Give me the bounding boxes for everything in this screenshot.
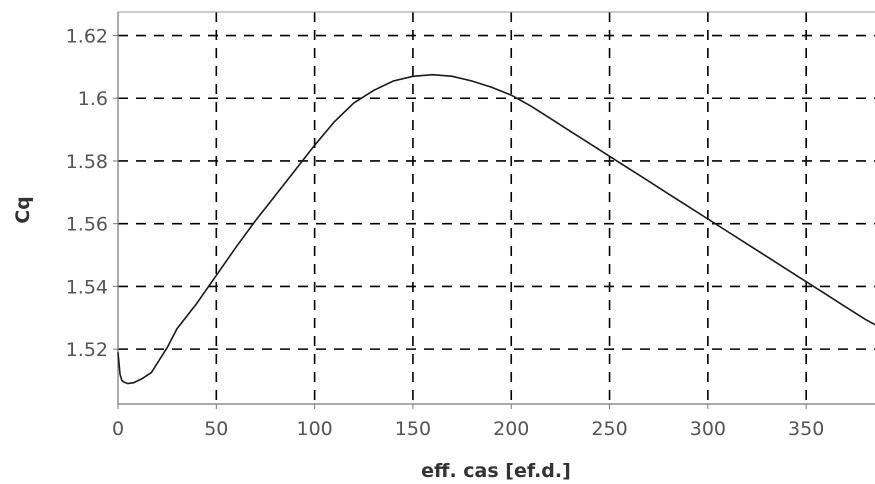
- x-tick-label-350: 350: [788, 418, 824, 440]
- y-tick-label-3: 1.58: [66, 151, 108, 173]
- x-axis-title: eff. cas [ef.d.]: [421, 460, 571, 482]
- plot-frame: [117, 11, 875, 405]
- y-tick-label-1: 1.54: [66, 276, 108, 298]
- x-tick-label-300: 300: [690, 418, 726, 440]
- x-tick-label-150: 150: [395, 418, 431, 440]
- x-tick-label-50: 50: [204, 418, 228, 440]
- x-tick-label-100: 100: [296, 418, 332, 440]
- y-axis-title: Cq: [12, 196, 34, 224]
- y-tick-label-0: 1.52: [66, 339, 108, 361]
- x-axis-ticks: 0 50 100 150 200 250 300 350: [112, 404, 824, 440]
- series-line-0: [117, 73, 875, 385]
- series-layer: [117, 73, 875, 385]
- y-tick-label-2: 1.56: [66, 214, 108, 236]
- grid: [118, 12, 875, 404]
- y-tick-label-4: 1.6: [78, 88, 108, 110]
- y-tick-label-5: 1.62: [66, 26, 108, 48]
- x-tick-label-250: 250: [591, 418, 627, 440]
- x-tick-label-200: 200: [493, 418, 529, 440]
- y-axis-ticks: 1.52 1.54 1.56 1.58 1.6 1.62: [66, 26, 118, 361]
- x-tick-label-0: 0: [112, 418, 124, 440]
